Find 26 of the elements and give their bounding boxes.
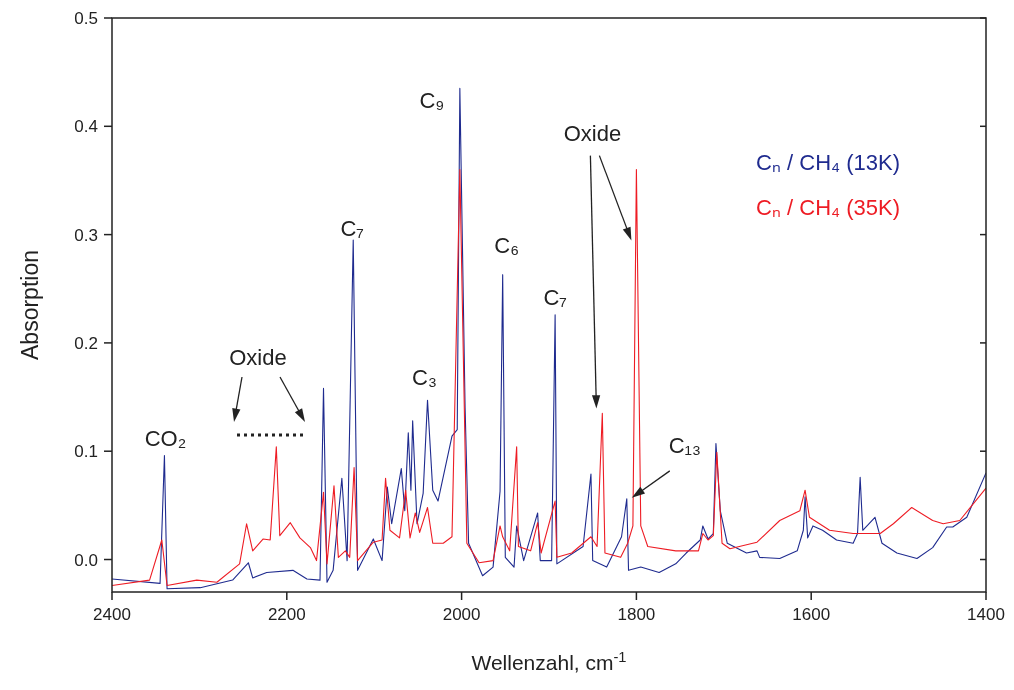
annotation: Oxide xyxy=(563,120,622,146)
x-axis-title: Wellenzahl, cm$^{-1}$ xyxy=(471,649,627,674)
y-tick-label: 0.1 xyxy=(74,442,98,462)
y-tick-label: 0.2 xyxy=(74,333,98,353)
x-tick-label: 2400 xyxy=(93,605,131,624)
y-tick-label: 0.0 xyxy=(74,550,98,570)
y-axis-title: Absorption xyxy=(17,250,43,360)
annotation: C₇ xyxy=(543,284,567,310)
annotation: CO₂ xyxy=(144,425,187,451)
annotation: C₁₃ xyxy=(668,432,701,458)
text: Cₙ / CH₄ (13K) xyxy=(756,150,900,175)
annotation: C₆ xyxy=(494,232,520,258)
x-tick-label: 2200 xyxy=(267,605,306,624)
line-series xyxy=(112,87,986,590)
x-tick-label: 1800 xyxy=(617,605,656,624)
y-tick-label: 0.3 xyxy=(74,225,98,245)
x-tick-label: 1600 xyxy=(792,605,831,624)
x-tick-label: 1400 xyxy=(967,605,1005,624)
annotation: Oxide xyxy=(229,345,287,370)
x-tick-label: 2000 xyxy=(442,605,481,624)
annotation: C₉ xyxy=(419,88,445,114)
text: Cₙ / CH₄ (35K) xyxy=(756,195,900,220)
annotation: C₃ xyxy=(412,365,437,391)
y-tick-label: 0.4 xyxy=(74,117,98,137)
y-tick-label: 0.5 xyxy=(74,9,98,28)
annotation: C₇ xyxy=(340,216,364,242)
